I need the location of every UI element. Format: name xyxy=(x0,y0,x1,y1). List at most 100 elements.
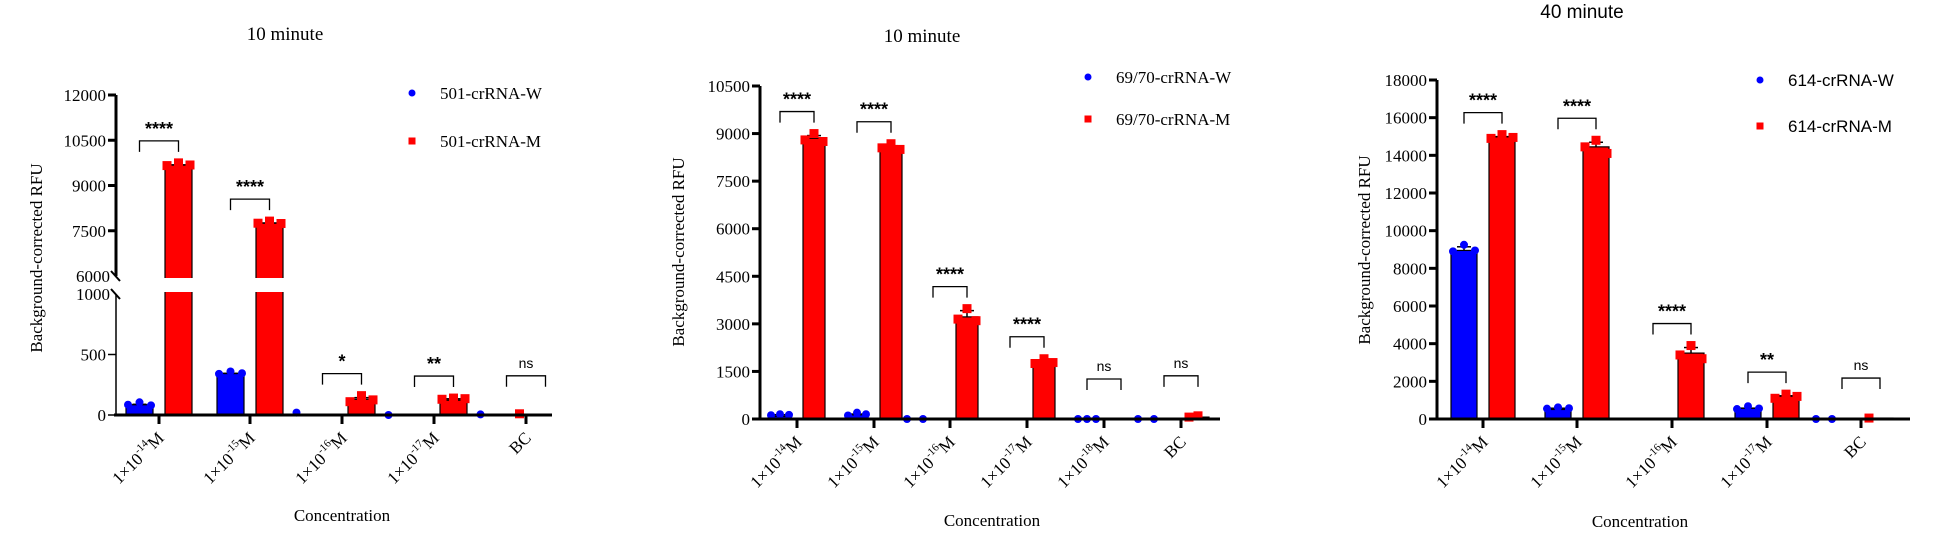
y-tick-label: 3000 xyxy=(716,315,750,334)
significance-label: **** xyxy=(236,177,264,197)
x-tick-label: 1×10-17M xyxy=(1715,431,1776,492)
y-tick-label: 6000 xyxy=(1393,297,1427,316)
bar-501-crrna-w xyxy=(216,372,245,416)
chart-2: 10 minute Background-corrected RFU Concent… xyxy=(669,26,1232,530)
bar-69-70-crrna-m xyxy=(802,137,826,420)
data-point-circle xyxy=(1543,404,1551,413)
data-point-square xyxy=(357,391,366,401)
x-tick-label-base: BC xyxy=(505,428,534,457)
legend-label: 501-crRNA-W xyxy=(440,84,543,103)
data-point-circle xyxy=(135,398,144,407)
x-tick-label: BC xyxy=(505,428,534,457)
data-point-circle xyxy=(1733,405,1741,414)
y-tick-label: 2000 xyxy=(1393,372,1427,391)
x-tick-label: 1×10-14M xyxy=(107,427,168,488)
legend-marker-circle xyxy=(1084,73,1092,81)
data-point-circle xyxy=(862,410,870,419)
data-point-circle xyxy=(1554,403,1562,412)
significance-bracket xyxy=(1009,336,1045,348)
x-tick-label: 1×10-15M xyxy=(822,431,883,492)
data-point-square xyxy=(368,395,378,405)
data-point-circle xyxy=(785,410,793,419)
data-point-square xyxy=(1686,341,1696,351)
y-tick-label: 4500 xyxy=(716,267,750,286)
data-point-square xyxy=(1792,391,1802,401)
x-axis-label: Concentration xyxy=(294,506,391,525)
legend-label: 69/70-crRNA-M xyxy=(1116,110,1230,129)
significance-label: **** xyxy=(936,265,964,285)
x-tick-label: 1×10-17M xyxy=(382,427,443,488)
data-point-square xyxy=(809,129,819,139)
data-point-square xyxy=(1486,133,1496,143)
data-point-square xyxy=(818,137,828,146)
significance-label: **** xyxy=(783,90,811,110)
bar-501-crrna-m xyxy=(255,222,284,416)
y-tick-label: 0 xyxy=(742,410,751,429)
legend-label: 614-crRNA-M xyxy=(1788,117,1892,136)
significance-bracket xyxy=(1841,377,1881,390)
data-point-circle xyxy=(226,367,235,376)
significance-label: ** xyxy=(1760,350,1774,370)
bar-69-70-crrna-m xyxy=(1032,361,1056,420)
significance-label: **** xyxy=(1563,96,1591,116)
data-point-square xyxy=(1602,148,1612,158)
significance-bracket xyxy=(932,285,968,298)
chart-1: 10 minute Background-corrected RFU Concent… xyxy=(27,24,552,525)
axis-break-mark xyxy=(110,288,121,300)
data-point-circle xyxy=(1449,247,1457,256)
y-tick-label: 6000 xyxy=(76,267,110,286)
y-tick-label: 7500 xyxy=(72,222,106,241)
significance-bracket xyxy=(1557,117,1597,130)
data-point-circle xyxy=(776,410,784,419)
significance-bracket xyxy=(856,121,892,133)
significance-bracket xyxy=(413,375,455,388)
x-axis-label: Concentration xyxy=(944,511,1041,530)
significance-label: **** xyxy=(860,100,888,120)
x-tick-label: 1×10-16M xyxy=(1620,431,1681,492)
data-point-square xyxy=(162,161,172,171)
x-tick-label: 1×10-17M xyxy=(975,431,1036,492)
significance-bracket xyxy=(229,198,271,211)
legend-marker-circle xyxy=(408,89,416,97)
data-point-square xyxy=(953,314,963,324)
bar-614-crrna-m xyxy=(1582,146,1610,420)
legend-label: 501-crRNA-M xyxy=(440,132,541,151)
data-point-circle xyxy=(767,411,775,420)
legend-marker-square xyxy=(1084,115,1092,123)
data-point-circle xyxy=(238,369,246,378)
significance-label: * xyxy=(338,352,345,372)
y-tick-label: 500 xyxy=(81,346,107,365)
data-point-square xyxy=(1508,132,1518,142)
significance-bracket xyxy=(1463,111,1503,124)
data-point-square xyxy=(449,393,458,403)
y-tick-label: 1000 xyxy=(76,285,110,304)
x-tick-label: 1×10-15M xyxy=(198,427,259,488)
x-tick-label: 1×10-16M xyxy=(898,431,959,492)
data-point-square xyxy=(253,218,263,228)
x-tick-label-base: BC xyxy=(1160,432,1189,461)
data-point-square xyxy=(971,316,981,326)
data-point-square xyxy=(1781,389,1791,399)
y-tick-label: 10500 xyxy=(708,77,751,96)
significance-label: ns xyxy=(1097,358,1112,374)
legend-marker-circle xyxy=(1756,76,1764,84)
y-axis-label: Background-corrected RFU xyxy=(1355,155,1374,344)
data-point-square xyxy=(1697,354,1707,364)
data-point-circle xyxy=(1460,240,1468,249)
bar-614-crrna-m xyxy=(1488,136,1516,420)
chart-title: 40 minute xyxy=(1540,2,1623,23)
x-tick-label: BC xyxy=(1840,432,1869,461)
data-point-square xyxy=(1030,359,1040,368)
axis-break-mark xyxy=(110,270,121,282)
significance-label: ns xyxy=(1854,357,1869,373)
y-tick-label: 1500 xyxy=(716,362,750,381)
bar-614-crrna-m xyxy=(1677,352,1705,420)
legend-marker-square xyxy=(408,137,416,145)
legend-label: 69/70-crRNA-W xyxy=(1116,68,1232,87)
data-point-square xyxy=(1184,412,1194,422)
y-tick-label: 9000 xyxy=(716,125,750,144)
data-point-square xyxy=(1591,135,1601,145)
legend-marker-square xyxy=(1756,122,1764,130)
data-point-square xyxy=(1193,411,1203,421)
